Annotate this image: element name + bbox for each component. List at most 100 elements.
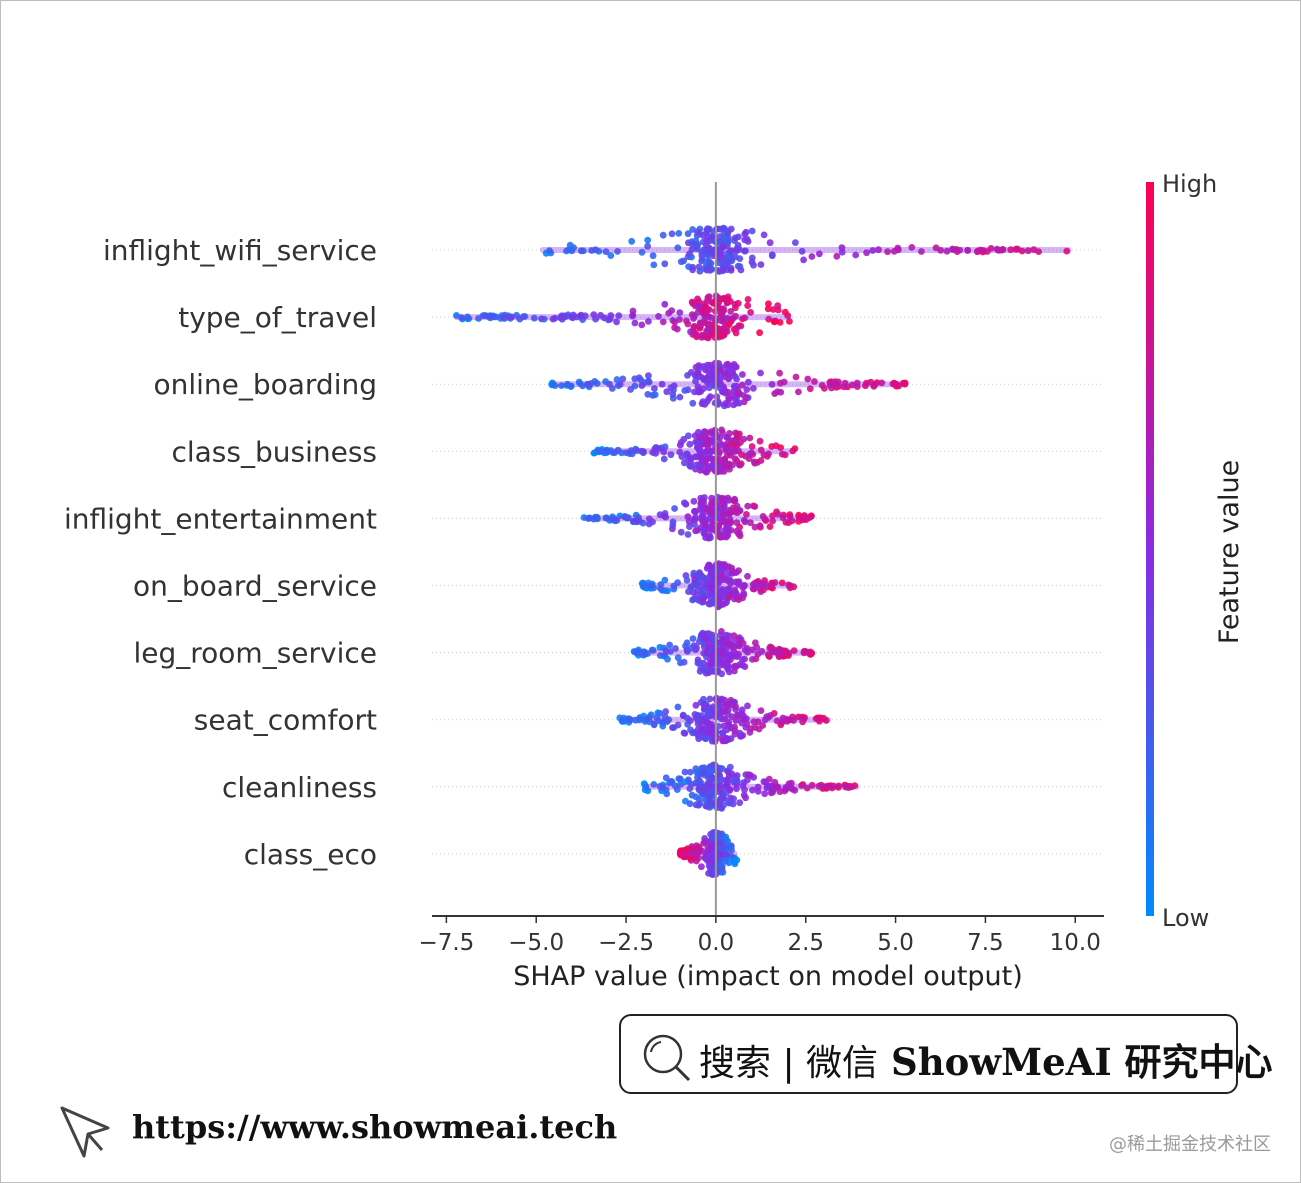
swarm-point	[681, 730, 689, 737]
swarm-point	[701, 585, 708, 593]
swarm-point	[727, 308, 734, 315]
swarm-point	[716, 800, 723, 808]
swarm-point	[651, 391, 659, 399]
colorbar-high-label: High	[1162, 170, 1217, 198]
swarm-point	[838, 244, 846, 252]
swarm-point	[729, 642, 737, 650]
swarm-point	[852, 251, 860, 259]
swarm-point	[651, 385, 658, 392]
swarm-point	[716, 600, 723, 607]
swarm-point	[692, 514, 699, 522]
swarm-point	[692, 377, 699, 385]
swarm-point	[720, 234, 728, 242]
swarm-point	[674, 654, 682, 662]
swarm-point	[685, 432, 692, 440]
x-tick-label: −5.0	[508, 930, 564, 956]
swarm-point	[691, 576, 698, 584]
swarm-point	[720, 533, 727, 541]
swarm-point	[560, 312, 568, 320]
swarm-point	[707, 314, 715, 321]
swarm-point	[701, 664, 709, 672]
swarm-point	[744, 572, 751, 580]
swarm-point	[703, 803, 711, 810]
swarm-core	[633, 649, 813, 656]
feature-row-on_board_service: on_board_service	[133, 560, 1104, 611]
swarm-point	[740, 591, 748, 599]
swarm-point	[778, 579, 786, 587]
swarm-point	[717, 571, 725, 579]
swarm-point	[694, 370, 701, 377]
swarm-point	[727, 439, 735, 447]
swarm-point	[738, 656, 746, 663]
swarm-point	[705, 630, 713, 637]
swarm-point	[720, 517, 728, 525]
swarm-point	[640, 581, 648, 589]
swarm-point	[727, 518, 734, 525]
swarm-point	[704, 326, 712, 334]
swarm-point	[641, 379, 649, 386]
swarm-point	[549, 315, 557, 323]
swarm-point	[706, 695, 714, 703]
swarm-point	[699, 256, 706, 263]
swarm-point	[591, 449, 599, 457]
feature-row-inflight_entertainment: inflight_entertainment	[64, 493, 1104, 542]
feature-row-type_of_travel: type_of_travel	[178, 292, 1104, 342]
swarm-point	[677, 528, 685, 536]
swarm-point	[732, 329, 740, 337]
swarm-point	[792, 239, 799, 247]
swarm-point	[616, 380, 624, 388]
swarm-point	[750, 458, 758, 466]
swarm-point	[769, 584, 776, 592]
swarm-point	[699, 595, 707, 602]
swarm-point	[700, 695, 707, 703]
swarm-point	[699, 728, 707, 736]
swarm-point	[689, 263, 697, 271]
feature-swarm	[640, 761, 860, 812]
swarm-point	[644, 236, 652, 244]
swarm-point	[764, 651, 772, 658]
website-url[interactable]: https://www.showmeai.tech	[132, 1108, 618, 1146]
swarm-point	[798, 247, 806, 255]
swarm-point	[884, 248, 891, 256]
swarm-point	[707, 534, 714, 542]
swarm-point	[661, 260, 669, 268]
swarm-point	[624, 514, 632, 522]
swarm-point	[487, 312, 494, 320]
swarm-point	[744, 702, 751, 710]
swarm-point	[671, 318, 679, 326]
swarm-point	[734, 389, 741, 397]
swarm-point	[943, 247, 951, 255]
swarm-point	[650, 261, 658, 269]
swarm-point	[701, 459, 709, 466]
swarm-point	[716, 776, 723, 783]
swarm-point	[602, 248, 610, 256]
swarm-point	[778, 450, 786, 458]
swarm-point	[703, 505, 711, 513]
swarm-point	[696, 569, 703, 576]
swarm-point	[588, 247, 596, 254]
swarm-point	[699, 308, 707, 316]
swarm-point	[739, 661, 747, 669]
swarm-point	[508, 313, 515, 321]
swarm-point	[768, 381, 776, 388]
swarm-point	[695, 298, 703, 305]
watermark: @稀土掘金技术社区	[1109, 1134, 1271, 1155]
swarm-point	[736, 799, 744, 807]
feature-swarm	[616, 694, 831, 745]
feature-label: inflight_wifi_service	[103, 234, 377, 267]
swarm-point	[780, 511, 787, 519]
swarm-point	[671, 505, 678, 512]
search-box[interactable]: 搜索 | 微信 ShowMeAI 研究中心	[619, 1014, 1273, 1094]
swarm-point	[743, 386, 751, 393]
swarm-point	[607, 252, 615, 259]
feature-row-class_business: class_business	[171, 426, 1104, 476]
swarm-point	[692, 527, 699, 535]
swarm-point	[704, 294, 712, 302]
feature-row-online_boarding: online_boarding	[153, 359, 1104, 410]
swarm-point	[549, 379, 556, 387]
swarm-point	[757, 707, 765, 714]
swarm-point	[592, 315, 599, 323]
swarm-point	[692, 793, 700, 801]
swarm-point	[576, 380, 584, 387]
swarm-point	[602, 378, 609, 385]
